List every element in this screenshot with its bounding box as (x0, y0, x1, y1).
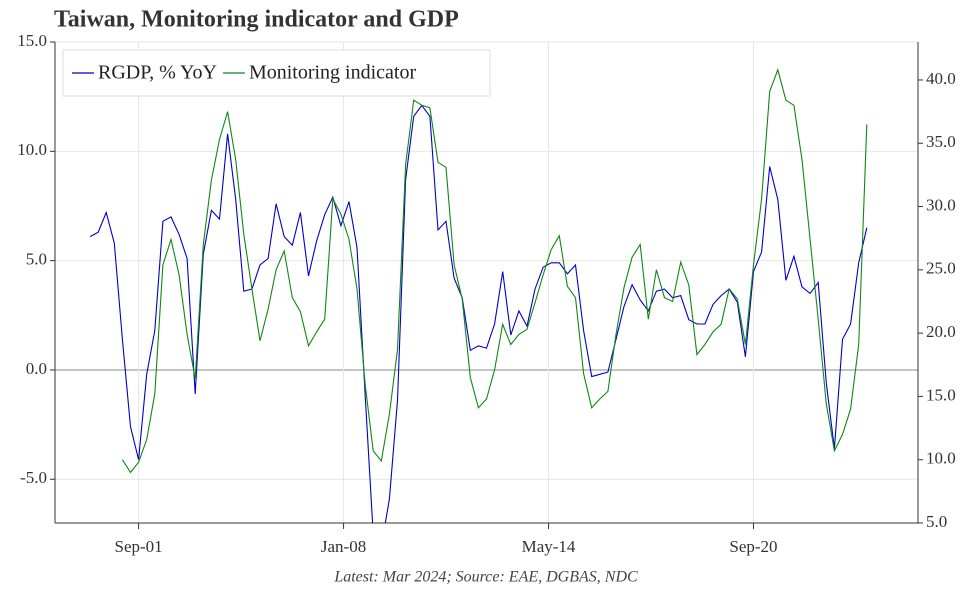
x-tick-label: May-14 (522, 537, 576, 556)
x-tick-label: Jan-08 (321, 537, 366, 556)
legend-box (62, 49, 491, 97)
y2-tick-label: 25.0 (926, 259, 956, 278)
x-tick-label: Sep-01 (115, 537, 163, 556)
footnote: Latest: Mar 2024; Source: EAE, DGBAS, ND… (333, 569, 638, 586)
y2-tick-label: 30.0 (926, 195, 956, 214)
y2-tick-label: 35.0 (926, 132, 956, 151)
plot-area (89, 67, 868, 523)
y-tick-label: 5.0 (26, 250, 47, 269)
y2-tick-label: 15.0 (926, 385, 956, 404)
y-tick-label: 15.0 (17, 31, 47, 50)
y-tick-label: 10.0 (17, 140, 47, 159)
y2-tick-label: 40.0 (926, 69, 956, 88)
y2-tick-label: 10.0 (926, 449, 956, 468)
y2-tick-label: 20.0 (926, 322, 956, 341)
y-tick-label: 0.0 (26, 359, 47, 378)
series-line (121, 67, 868, 474)
y2-tick-label: 5.0 (926, 512, 947, 531)
chart-title: Taiwan, Monitoring indicator and GDP (54, 7, 459, 33)
y-tick-label: -5.0 (20, 468, 47, 487)
legend-label: Monitoring indicator (249, 62, 417, 84)
x-tick-label: Sep-20 (729, 537, 777, 556)
legend-label: RGDP, % YoY (98, 62, 217, 84)
series-line (89, 104, 868, 523)
